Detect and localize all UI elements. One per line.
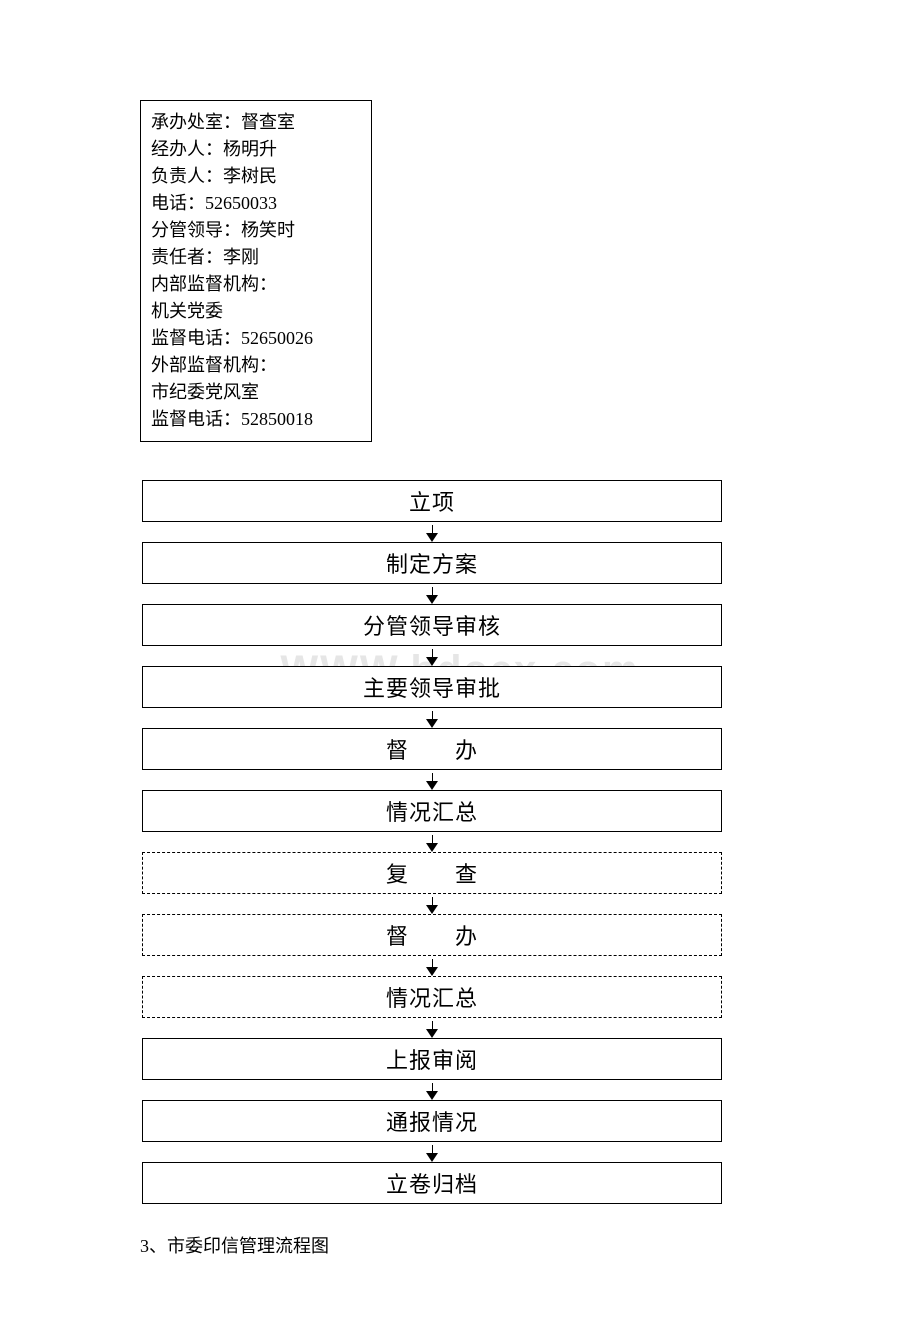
flow-arrow bbox=[432, 832, 433, 852]
flow-step: 主要领导审批 bbox=[142, 666, 722, 708]
info-line: 机关党委 bbox=[151, 298, 361, 325]
flow-arrow bbox=[432, 1018, 433, 1038]
flow-arrow bbox=[432, 1142, 433, 1162]
flow-step: 通报情况 bbox=[142, 1100, 722, 1142]
flow-arrow bbox=[432, 1080, 433, 1100]
footer-heading: 3、市委印信管理流程图 bbox=[140, 1232, 780, 1258]
flow-arrow bbox=[432, 708, 433, 728]
flow-step: 立卷归档 bbox=[142, 1162, 722, 1204]
info-line: 承办处室：督查室 bbox=[151, 109, 361, 136]
info-line: 监督电话：52850018 bbox=[151, 406, 361, 433]
flow-arrow bbox=[432, 770, 433, 790]
flow-arrow bbox=[432, 956, 433, 976]
flow-step: 上报审阅 bbox=[142, 1038, 722, 1080]
flow-step: 复 查 bbox=[142, 852, 722, 894]
info-line: 市纪委党风室 bbox=[151, 379, 361, 406]
flow-step: 制定方案 bbox=[142, 542, 722, 584]
info-box: 承办处室：督查室经办人：杨明升负责人：李树民电话：52650033分管领导：杨笑… bbox=[140, 100, 372, 442]
flow-arrow bbox=[432, 894, 433, 914]
info-line: 监督电话：52650026 bbox=[151, 325, 361, 352]
info-line: 经办人：杨明升 bbox=[151, 136, 361, 163]
info-line: 内部监督机构： bbox=[151, 271, 361, 298]
info-line: 外部监督机构： bbox=[151, 352, 361, 379]
info-line: 责任者：李刚 bbox=[151, 244, 361, 271]
flow-step: 情况汇总 bbox=[142, 976, 722, 1018]
flow-step: 立项 bbox=[142, 480, 722, 522]
flowchart: 立项制定方案分管领导审核主要领导审批督 办情况汇总复 查督 办情况汇总上报审阅通… bbox=[142, 480, 722, 1204]
flow-step: 督 办 bbox=[142, 914, 722, 956]
info-line: 负责人：李树民 bbox=[151, 163, 361, 190]
flow-step: 督 办 bbox=[142, 728, 722, 770]
info-line: 分管领导：杨笑时 bbox=[151, 217, 361, 244]
flow-arrow bbox=[432, 646, 433, 666]
flow-arrow bbox=[432, 584, 433, 604]
flow-step: 分管领导审核 bbox=[142, 604, 722, 646]
info-line: 电话：52650033 bbox=[151, 190, 361, 217]
flow-arrow bbox=[432, 522, 433, 542]
flow-step: 情况汇总 bbox=[142, 790, 722, 832]
